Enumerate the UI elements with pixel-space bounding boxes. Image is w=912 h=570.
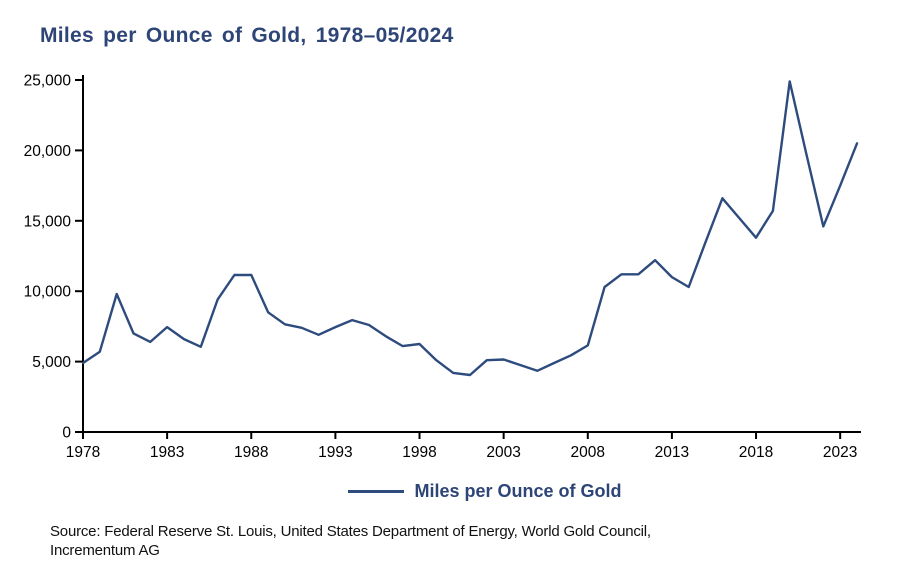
x-tick-label: 1988 — [234, 444, 268, 461]
y-tick-label: 20,000 — [24, 143, 72, 160]
legend-line-swatch-icon — [348, 490, 405, 493]
x-tick-label: 1978 — [66, 444, 100, 461]
y-tick-label: 5,000 — [32, 354, 71, 371]
y-tick-label: 0 — [62, 425, 71, 442]
x-tick-label: 2003 — [486, 444, 520, 461]
x-tick-label: 2023 — [823, 444, 857, 461]
y-tick-label: 10,000 — [24, 284, 72, 301]
source-note: Source: Federal Reserve St. Louis, Unite… — [50, 522, 651, 560]
x-tick-label: 2008 — [571, 444, 605, 461]
source-line-1: Source: Federal Reserve St. Louis, Unite… — [50, 523, 651, 540]
legend-label: Miles per Ounce of Gold — [414, 481, 622, 501]
x-tick-label: 1998 — [402, 444, 436, 461]
x-tick-label: 1993 — [318, 444, 352, 461]
data-line — [81, 80, 859, 377]
legend: Miles per Ounce of Gold — [98, 481, 872, 502]
source-line-2: Incrementum AG — [50, 542, 160, 559]
x-tick-label: 2013 — [655, 444, 689, 461]
y-tick-label: 25,000 — [24, 73, 72, 90]
x-tick-label: 1983 — [150, 444, 184, 461]
x-tick-label: 2018 — [739, 444, 773, 461]
chart-title: Miles per Ounce of Gold, 1978–05/2024 — [40, 24, 454, 47]
line-chart: 0 5,000 10,000 15,000 20,000 25,000 1978 1983 19… — [24, 73, 861, 461]
y-tick-label: 15,000 — [24, 213, 72, 230]
